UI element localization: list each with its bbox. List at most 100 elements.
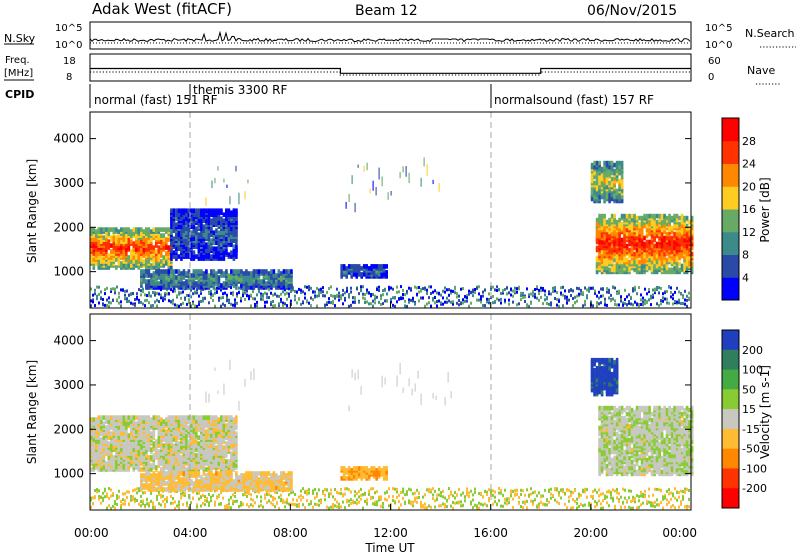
echo-cell xyxy=(165,245,168,250)
ground-scatter-cell xyxy=(682,302,684,305)
echo-cell xyxy=(663,241,666,247)
echo-cell xyxy=(660,239,664,245)
ground-scatter-cell xyxy=(446,505,448,509)
echo-cell xyxy=(132,227,136,232)
ground-scatter-cell xyxy=(302,495,304,499)
ground-scatter-cell xyxy=(672,494,674,498)
ground-scatter-cell xyxy=(682,497,684,501)
ground-scatter-cell xyxy=(688,497,690,501)
ground-scatter-cell xyxy=(598,499,600,503)
ground-scatter-cell xyxy=(404,502,406,505)
ground-scatter-cell xyxy=(684,505,686,509)
ground-scatter-cell xyxy=(308,502,310,506)
sparse-echo-cell xyxy=(432,393,434,399)
ground-scatter-cell xyxy=(608,296,610,300)
ground-scatter-cell xyxy=(576,501,578,505)
echo-cell xyxy=(690,251,694,257)
ground-scatter-cell xyxy=(364,297,366,301)
echo-cell xyxy=(660,213,664,219)
ground-scatter-cell xyxy=(678,298,680,302)
ground-scatter-cell xyxy=(178,506,180,510)
ground-scatter-cell xyxy=(496,503,498,506)
ground-scatter-cell xyxy=(548,290,550,294)
ground-scatter-cell xyxy=(480,297,482,301)
echo-cell xyxy=(282,279,286,284)
echo-cell xyxy=(182,285,186,290)
ground-scatter-cell xyxy=(630,506,632,510)
echo-cell xyxy=(190,273,193,278)
ground-scatter-cell xyxy=(208,504,210,507)
ground-scatter-cell xyxy=(488,497,490,500)
ground-scatter-cell xyxy=(382,293,384,297)
echo-cell xyxy=(195,281,198,286)
ground-scatter-cell xyxy=(392,499,394,502)
echo-cell xyxy=(202,271,206,276)
echo-cell xyxy=(600,194,604,200)
ground-scatter-cell xyxy=(274,304,276,308)
ground-scatter-cell xyxy=(436,493,438,497)
echo-cell xyxy=(190,244,193,249)
echo-cell xyxy=(598,239,601,245)
ground-scatter-cell xyxy=(138,489,140,493)
ground-scatter-cell xyxy=(568,298,570,302)
echo-cell xyxy=(608,196,611,202)
ground-scatter-cell xyxy=(192,292,194,296)
ground-scatter-cell xyxy=(598,296,600,300)
ground-scatter-cell xyxy=(226,296,228,300)
ground-scatter-cell xyxy=(114,502,116,506)
ground-scatter-cell xyxy=(376,503,378,507)
ground-scatter-cell xyxy=(130,292,132,296)
echo-cell xyxy=(272,269,276,274)
ground-scatter-cell xyxy=(270,494,272,498)
ground-scatter-cell xyxy=(218,502,220,506)
echo-cell xyxy=(613,162,616,168)
ground-scatter-cell xyxy=(426,302,428,306)
ground-scatter-cell xyxy=(112,493,114,497)
echo-cell xyxy=(222,234,226,239)
ground-scatter-cell xyxy=(308,285,310,289)
ground-scatter-cell xyxy=(94,292,96,296)
ground-scatter-cell xyxy=(538,298,540,302)
echo-cell xyxy=(610,180,614,186)
echo-cell xyxy=(638,259,641,265)
ground-scatter-cell xyxy=(552,288,554,292)
ground-scatter-cell xyxy=(428,301,430,305)
ground-scatter-cell xyxy=(234,491,236,494)
ground-scatter-cell xyxy=(122,492,124,496)
ground-scatter-cell xyxy=(426,288,428,292)
ground-scatter-cell xyxy=(118,295,120,299)
sparse-echo-cell xyxy=(384,377,386,385)
ground-scatter-cell xyxy=(386,490,388,494)
ground-scatter-cell xyxy=(532,491,534,495)
echo-cell xyxy=(640,215,644,221)
ground-scatter-cell xyxy=(196,288,198,292)
ground-scatter-cell xyxy=(522,291,524,295)
ground-scatter-cell xyxy=(340,297,342,301)
sparse-echo-cell xyxy=(235,165,237,172)
ground-scatter-cell xyxy=(196,291,198,295)
ground-scatter-cell xyxy=(214,304,216,308)
ground-scatter-cell xyxy=(384,497,386,501)
echo-cell xyxy=(595,261,599,267)
echo-cell xyxy=(107,415,111,420)
echo-cell xyxy=(202,224,206,229)
ground-scatter-cell xyxy=(202,493,204,497)
echo-cell xyxy=(147,243,151,248)
ground-scatter-cell xyxy=(328,495,330,499)
ground-scatter-cell xyxy=(136,297,138,301)
ground-scatter-cell xyxy=(430,505,432,509)
echo-cell xyxy=(633,251,636,257)
echo-cell xyxy=(172,269,176,274)
echo-cell xyxy=(145,269,148,274)
power-data-layer xyxy=(90,157,694,308)
ground-scatter-cell xyxy=(642,492,644,496)
echo-cell xyxy=(625,257,629,263)
echo-cell xyxy=(340,264,343,269)
ground-scatter-cell xyxy=(188,495,190,499)
ground-scatter-cell xyxy=(192,490,194,494)
echo-cell xyxy=(658,213,661,219)
ground-scatter-cell xyxy=(548,490,550,493)
ground-scatter-cell xyxy=(100,495,102,499)
ground-scatter-cell xyxy=(498,298,500,302)
echo-cell xyxy=(660,233,664,239)
